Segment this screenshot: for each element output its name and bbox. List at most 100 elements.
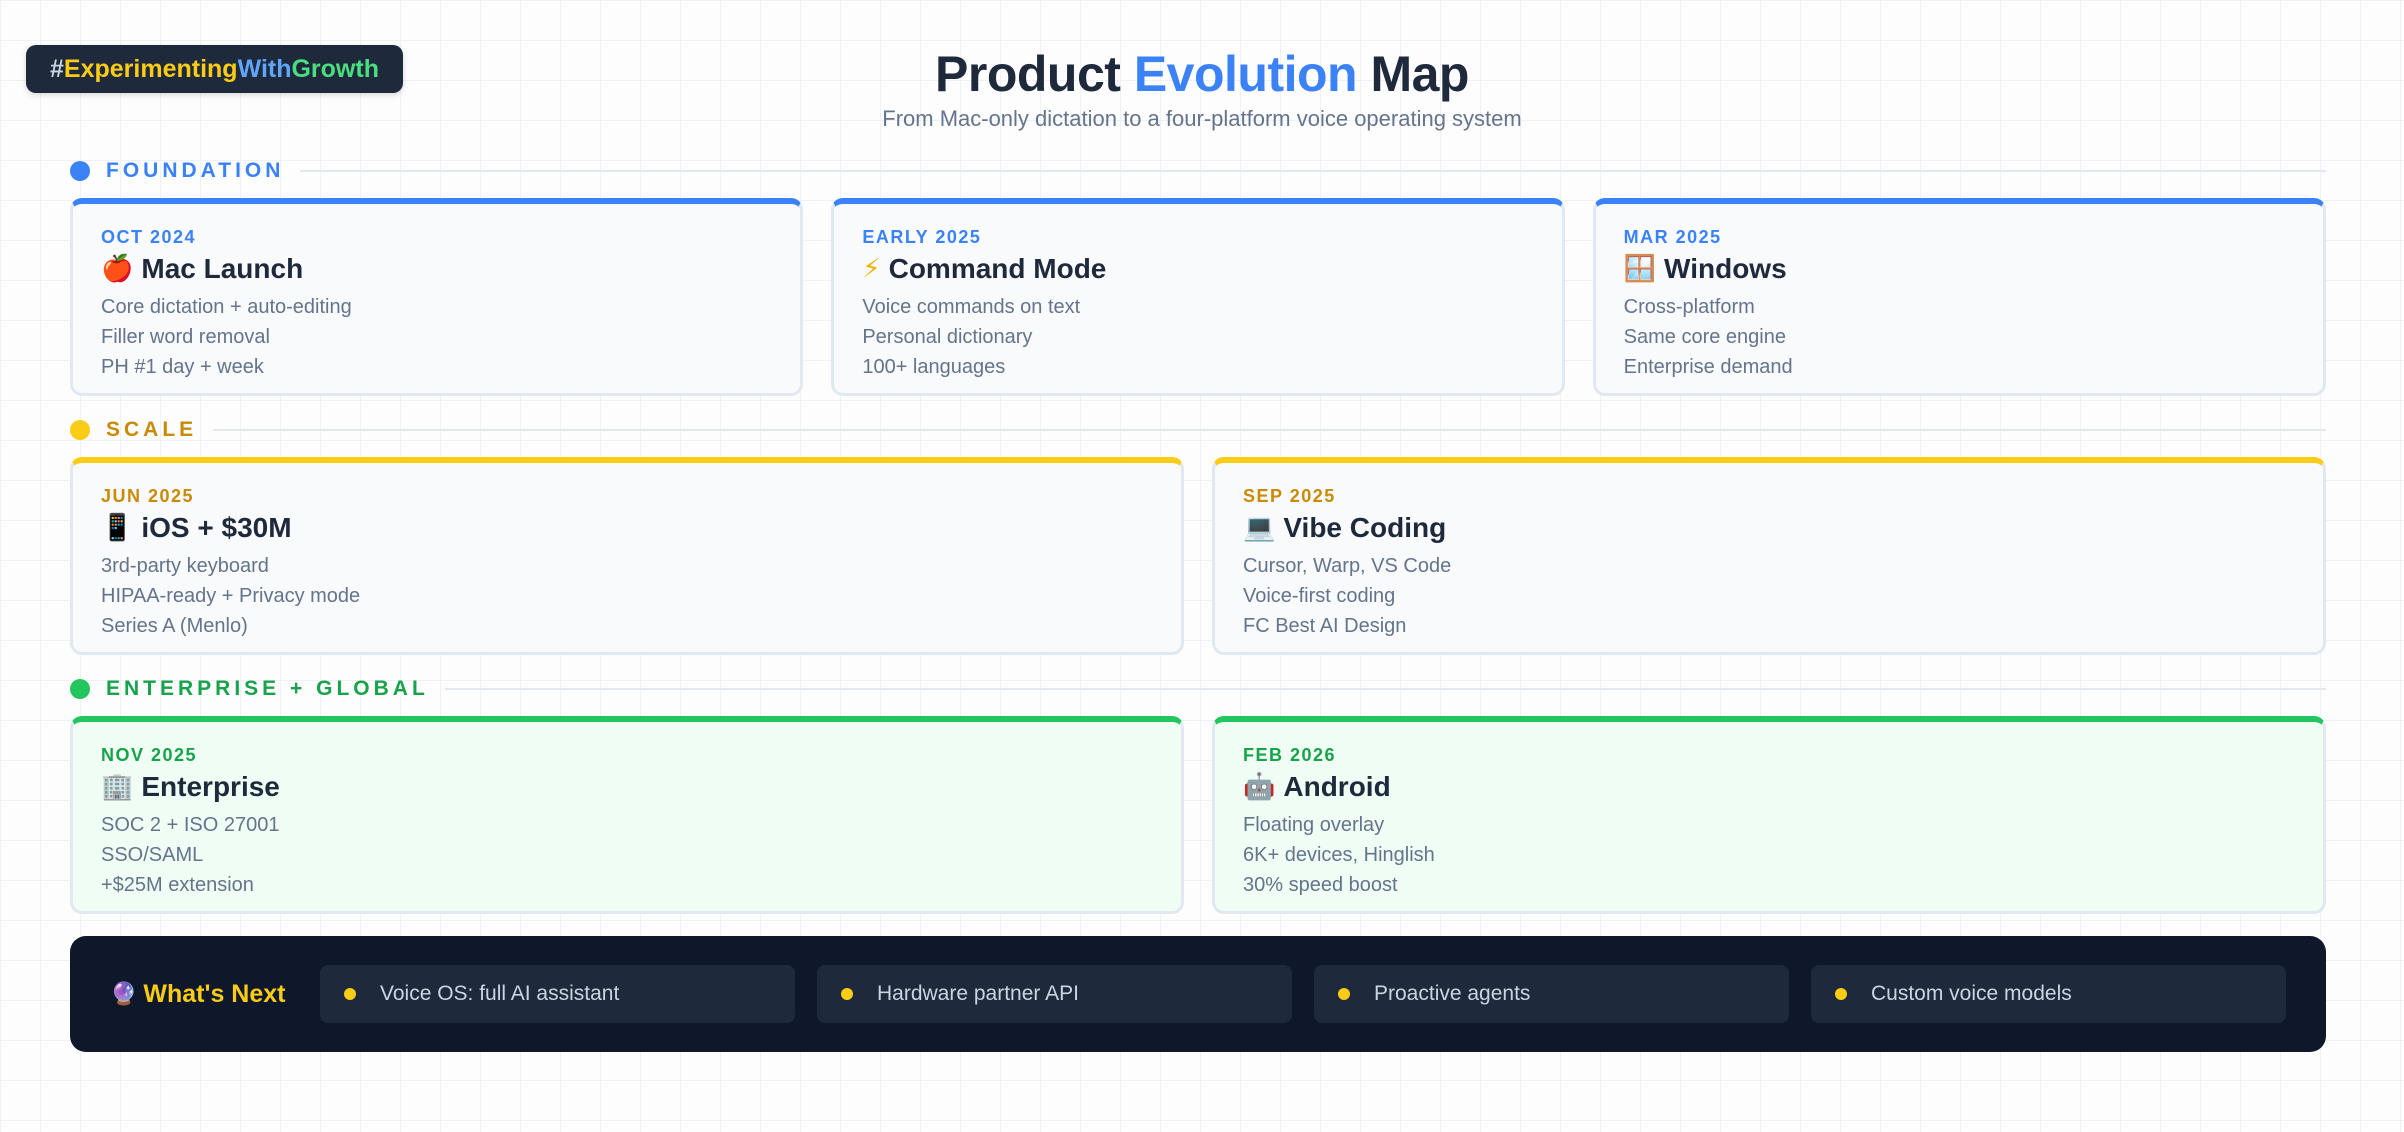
hashtag-badge: # Experimenting With Growth	[26, 45, 403, 93]
milestone-title: 🤖 Android	[1243, 770, 2295, 804]
milestone-features: Core dictation + auto-editing Filler wor…	[101, 292, 772, 382]
feature-item: +$25M extension	[101, 874, 254, 896]
section-row-foundation: OCT 2024 🍎 Mac Launch Core dictation + au…	[70, 198, 2326, 396]
window-icon: 🪟	[1623, 254, 1657, 284]
milestone-card-enterprise: NOV 2025 🏢 Enterprise SOC 2 + ISO 27001 S…	[70, 716, 1184, 914]
hashtag-word-growth: Growth	[291, 54, 379, 83]
section-divider	[300, 170, 2326, 172]
title-part-map: Map	[1357, 46, 1469, 102]
milestone-features: 3rd-party keyboard HIPAA-ready + Privacy…	[101, 551, 1153, 641]
whats-next-item: Hardware partner API	[817, 965, 1292, 1023]
milestone-date: FEB 2026	[1243, 745, 1337, 765]
whats-next-item-text: Hardware partner API	[877, 982, 1079, 1005]
page-header: Product Evolution Map From Mac-only dict…	[0, 44, 2404, 134]
whats-next-list: Voice OS: full AI assistant Hardware par…	[320, 965, 2286, 1023]
bullet-dot-icon	[344, 988, 356, 1000]
whats-next-title: 🔮 What's Next	[110, 980, 320, 1009]
milestone-title: 💻 Vibe Coding	[1243, 511, 2295, 545]
crystal-ball-icon: 🔮	[110, 981, 138, 1007]
milestone-date: NOV 2025	[101, 745, 198, 765]
whats-next-title-text: What's Next	[143, 979, 286, 1008]
milestone-features: Voice commands on text Personal dictiona…	[862, 292, 1533, 382]
milestone-card-mac-launch: OCT 2024 🍎 Mac Launch Core dictation + au…	[70, 198, 804, 396]
feature-item: HIPAA-ready + Privacy mode	[101, 585, 361, 607]
feature-item: Series A (Menlo)	[101, 615, 248, 637]
page-subtitle: From Mac-only dictation to a four-platfo…	[882, 106, 1522, 131]
section-divider	[444, 688, 2326, 690]
feature-item: Core dictation + auto-editing	[101, 296, 352, 318]
section-divider	[213, 429, 2326, 431]
milestone-title-text: Vibe Coding	[1283, 512, 1447, 543]
whats-next-item: Proactive agents	[1314, 965, 1789, 1023]
feature-item: Floating overlay	[1243, 814, 1385, 836]
milestone-title-text: Mac Launch	[141, 253, 304, 284]
feature-item: SOC 2 + ISO 27001	[101, 814, 280, 836]
lightning-icon: ⚡	[862, 254, 881, 284]
milestone-card-command-mode: EARLY 2025 ⚡ Command Mode Voice commands …	[831, 198, 1565, 396]
page-title: Product Evolution Map	[0, 44, 2404, 104]
feature-item: 3rd-party keyboard	[101, 555, 269, 577]
whats-next-item: Voice OS: full AI assistant	[320, 965, 795, 1023]
phone-icon: 📱	[101, 513, 134, 543]
hashtag-word-experimenting: Experimenting	[63, 54, 238, 83]
milestone-title-text: Windows	[1664, 253, 1787, 284]
milestone-title: 🪟 Windows	[1624, 252, 2295, 286]
milestone-date: JUN 2025	[101, 486, 195, 506]
feature-item: PH #1 day + week	[101, 356, 264, 378]
feature-item: 100+ languages	[862, 356, 1006, 378]
whats-next-item-text: Proactive agents	[1374, 982, 1531, 1005]
section-dot-icon	[70, 679, 90, 699]
milestone-card-windows: MAR 2025 🪟 Windows Cross-platform Same co…	[1592, 198, 2326, 396]
apple-icon: 🍎	[101, 254, 134, 284]
feature-item: FC Best AI Design	[1243, 615, 1407, 637]
milestone-title: 🏢 Enterprise	[101, 770, 1153, 804]
milestone-date: SEP 2025	[1243, 486, 1336, 506]
feature-item: Cursor, Warp, VS Code	[1243, 555, 1452, 577]
whats-next-panel: 🔮 What's Next Voice OS: full AI assistant…	[70, 936, 2326, 1052]
milestone-card-android: FEB 2026 🤖 Android Floating overlay 6K+ d…	[1212, 716, 2326, 914]
feature-item: Filler word removal	[101, 326, 270, 348]
whats-next-item: Custom voice models	[1811, 965, 2286, 1023]
title-accent-evolution: Evolution	[1133, 46, 1358, 102]
section-row-enterprise-global: NOV 2025 🏢 Enterprise SOC 2 + ISO 27001 S…	[70, 716, 2326, 914]
feature-item: Voice commands on text	[862, 296, 1081, 318]
section-dot-icon	[70, 420, 90, 440]
milestone-title-text: iOS + $30M	[141, 512, 292, 543]
section-row-scale: JUN 2025 📱 iOS + $30M 3rd-party keyboard …	[70, 457, 2326, 655]
milestone-features: SOC 2 + ISO 27001 SSO/SAML +$25M extensi…	[101, 810, 1153, 900]
milestone-card-vibe-coding: SEP 2025 💻 Vibe Coding Cursor, Warp, VS C…	[1212, 457, 2326, 655]
feature-item: Cross-platform	[1623, 296, 1755, 318]
milestone-date: EARLY 2025	[862, 227, 982, 247]
feature-item: Personal dictionary	[862, 326, 1033, 348]
milestone-title: 🍎 Mac Launch	[101, 252, 772, 286]
feature-item: Enterprise demand	[1623, 356, 1793, 378]
milestone-features: Cross-platform Same core engine Enterpri…	[1624, 292, 2295, 382]
section-header-enterprise-global: ENTERPRISE + GLOBAL	[70, 677, 2326, 701]
title-part-product: Product	[935, 46, 1134, 102]
bullet-dot-icon	[1338, 988, 1350, 1000]
whats-next-item-text: Voice OS: full AI assistant	[380, 982, 620, 1005]
whats-next-item-text: Custom voice models	[1871, 982, 2072, 1005]
feature-item: Voice-first coding	[1243, 585, 1396, 607]
section-label: SCALE	[106, 418, 198, 441]
bullet-dot-icon	[1835, 988, 1847, 1000]
milestone-date: OCT 2024	[101, 227, 197, 247]
section-header-foundation: FOUNDATION	[70, 159, 2326, 183]
milestone-card-ios: JUN 2025 📱 iOS + $30M 3rd-party keyboard …	[70, 457, 1184, 655]
laptop-icon: 💻	[1243, 513, 1276, 543]
milestone-date: MAR 2025	[1623, 227, 1722, 247]
office-building-icon: 🏢	[101, 772, 134, 802]
milestone-title-text: Enterprise	[141, 771, 280, 802]
section-label: FOUNDATION	[106, 159, 285, 182]
feature-item: 30% speed boost	[1243, 874, 1398, 896]
bullet-dot-icon	[841, 988, 853, 1000]
hashtag-word-with: With	[237, 54, 292, 83]
milestone-title: 📱 iOS + $30M	[101, 511, 1153, 545]
robot-icon: 🤖	[1243, 772, 1276, 802]
feature-item: SSO/SAML	[101, 844, 204, 866]
feature-item: 6K+ devices, Hinglish	[1243, 844, 1435, 866]
milestone-title: ⚡ Command Mode	[862, 252, 1533, 286]
milestone-title-text: Android	[1283, 771, 1391, 802]
section-label: ENTERPRISE + GLOBAL	[106, 677, 429, 700]
